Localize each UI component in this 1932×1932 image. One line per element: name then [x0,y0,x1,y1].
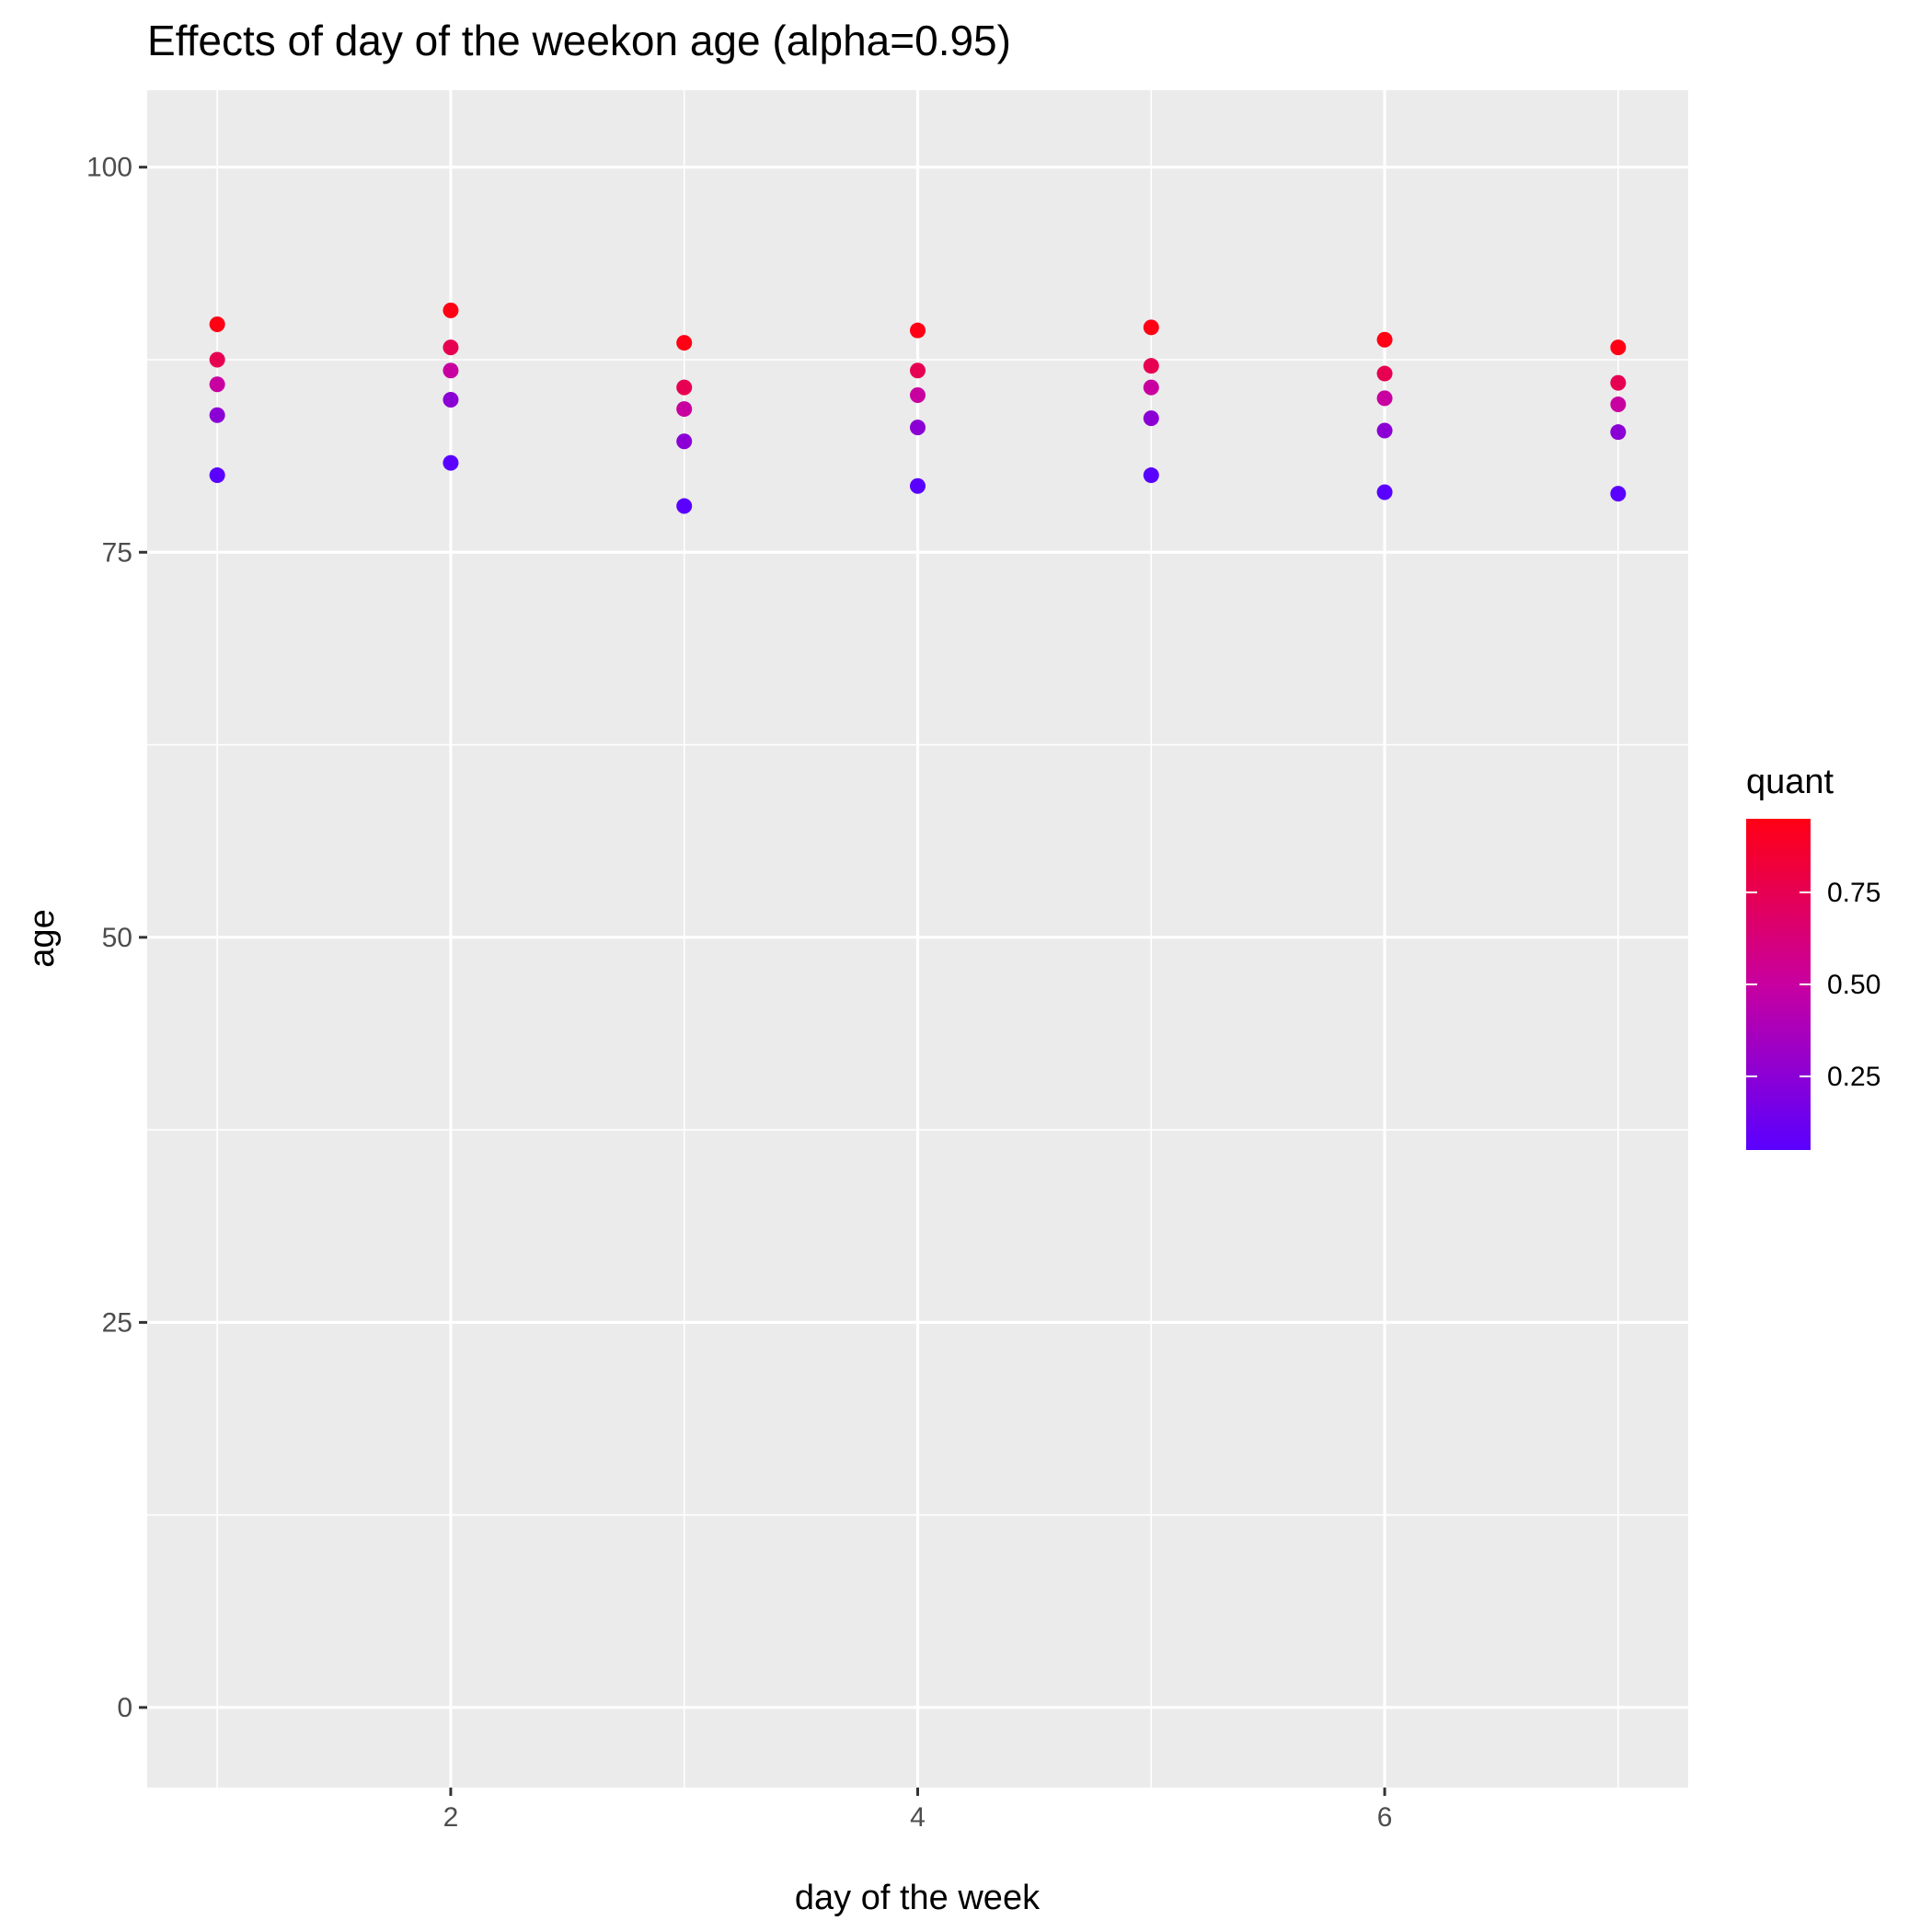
x-tick-label: 4 [910,1802,926,1833]
axes: 0 25 50 75 100 2 4 6 [86,153,1392,1833]
data-point [1610,486,1627,502]
x-tick-label: 6 [1377,1802,1393,1833]
y-tick-label: 50 [102,923,132,953]
chart-title: Effects of day of the weekon age (alpha=… [147,17,1011,64]
data-point [1376,484,1393,500]
y-tick-label: 0 [117,1693,132,1723]
data-point [910,362,926,379]
data-point [1610,397,1627,413]
y-tick-label: 25 [102,1307,132,1338]
y-axis-title: age [23,909,62,967]
y-tick-label: 75 [102,537,132,568]
data-point [1376,422,1393,439]
data-point [1610,424,1627,441]
legend-tick-label: 0.25 [1827,1062,1880,1092]
data-point [676,433,693,450]
data-point [209,467,225,484]
x-axis-title: day of the week [795,1879,1041,1917]
data-point [1143,379,1159,396]
data-point [1143,410,1159,427]
data-point [910,386,926,403]
data-point [910,322,926,339]
data-point [209,376,225,393]
data-point [1610,374,1627,391]
data-point [443,392,459,408]
data-point [910,420,926,436]
legend-tick-label: 0.75 [1827,878,1880,908]
data-point [676,379,693,396]
data-point [443,339,459,356]
data-point [209,351,225,368]
data-point [1143,358,1159,374]
data-point [443,302,459,318]
data-point [209,407,225,423]
data-points [209,302,1627,514]
data-point [443,454,459,471]
data-point [676,498,693,514]
data-point [1143,467,1159,484]
data-point [1376,331,1393,348]
data-point [676,335,693,351]
data-point [1143,319,1159,336]
data-point [209,316,225,332]
x-tick-label: 2 [443,1802,459,1833]
data-point [1376,390,1393,407]
grid-lines [147,90,1688,1788]
data-point [676,401,693,418]
color-legend: quant 0.25 0.50 0.75 [1746,763,1880,1150]
data-point [1376,365,1393,382]
y-tick-label: 100 [86,153,132,183]
legend-title: quant [1746,763,1834,801]
data-point [1610,339,1627,356]
data-point [443,362,459,379]
data-point [910,477,926,494]
legend-tick-label: 0.50 [1827,970,1880,1000]
